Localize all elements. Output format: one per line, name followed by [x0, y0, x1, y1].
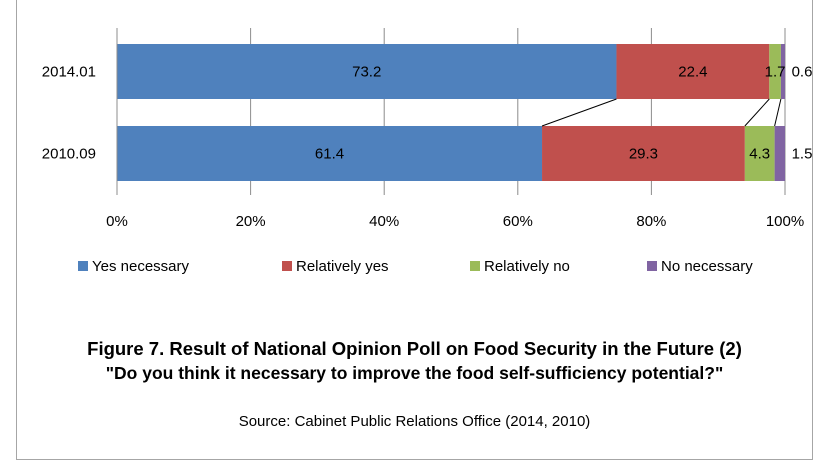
- bar-segment: [744, 126, 775, 181]
- x-tick-label: 80%: [636, 213, 666, 230]
- x-tick-label: 0%: [106, 213, 128, 230]
- series-line: [541, 98, 617, 127]
- bar-segment: [542, 126, 745, 181]
- figure-subtitle: "Do you think it necessary to improve th…: [105, 363, 724, 383]
- x-tick-label: 100%: [766, 213, 804, 230]
- x-tick-label: 60%: [503, 213, 533, 230]
- series-line: [774, 98, 782, 127]
- legend-label: Relatively no: [484, 258, 570, 275]
- x-tick-label: 20%: [236, 213, 266, 230]
- legend-label: No necessary: [661, 258, 753, 275]
- category-label: 2010.09: [42, 146, 96, 163]
- figure-source: Source: Cabinet Public Relations Office …: [238, 413, 591, 430]
- legend-swatch: [282, 261, 292, 271]
- bar-segment: [117, 126, 543, 181]
- legend-swatch: [647, 261, 657, 271]
- data-label: 4.3: [749, 146, 770, 163]
- category-label: 2014.01: [42, 64, 96, 81]
- bar-segment: [780, 44, 785, 99]
- data-label: 29.3: [629, 146, 658, 163]
- legend-swatch: [470, 261, 480, 271]
- figure-title: Figure 7. Result of National Opinion Pol…: [87, 338, 742, 359]
- data-label: 61.4: [315, 146, 344, 163]
- stacked-bar-chart: 73.2 22.4 1.7 0.6 61.4 29.3 4.3 1.5 0% 20% 40% 60%…: [42, 28, 813, 275]
- legend-label: Relatively yes: [296, 258, 389, 275]
- bar-segment: [774, 126, 785, 181]
- data-label: 1.5: [792, 146, 813, 163]
- x-tick-label: 40%: [369, 213, 399, 230]
- series-line: [744, 98, 770, 127]
- legend-label: Yes necessary: [92, 258, 190, 275]
- bar-segment: [117, 44, 617, 99]
- bar-segment: [616, 44, 770, 99]
- data-label: 1.7: [765, 64, 786, 81]
- data-label: 73.2: [352, 64, 381, 81]
- data-label: 0.6: [792, 64, 813, 81]
- bar-segment: [769, 44, 781, 99]
- legend-swatch: [78, 261, 88, 271]
- data-label: 22.4: [678, 64, 707, 81]
